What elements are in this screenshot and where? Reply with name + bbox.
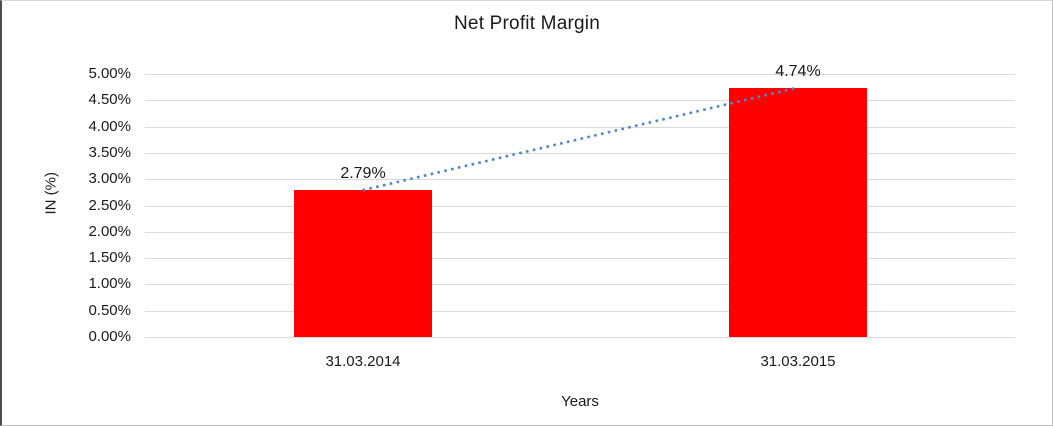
chart-title: Net Profit Margin xyxy=(454,13,600,34)
y-tick-label: 0.50% xyxy=(88,302,131,319)
bar-31.03.2015[interactable] xyxy=(729,88,867,337)
y-tick-label: 2.50% xyxy=(88,197,131,214)
trendline[interactable] xyxy=(362,86,798,192)
x-tick-label: 31.03.2015 xyxy=(760,353,836,370)
y-tick-label: 5.00% xyxy=(88,65,131,82)
data-label: 4.74% xyxy=(775,63,821,80)
gridline xyxy=(145,127,1015,128)
trendline-layer xyxy=(362,86,798,192)
gridline xyxy=(145,232,1015,233)
gridline xyxy=(145,337,1015,338)
gridline xyxy=(145,258,1015,259)
y-axis-title: IN (%) xyxy=(42,172,60,215)
y-tick-label: 0.00% xyxy=(88,328,131,345)
y-tick-label: 3.50% xyxy=(88,144,131,161)
data-label: 2.79% xyxy=(340,165,386,182)
gridline xyxy=(145,153,1015,154)
x-tick-label: 31.03.2014 xyxy=(325,353,401,370)
y-tick-label: 1.00% xyxy=(88,275,131,292)
y-tick-label: 1.50% xyxy=(88,249,131,266)
x-axis-title: Years xyxy=(561,393,599,410)
gridline xyxy=(145,311,1015,312)
y-tick-label: 2.00% xyxy=(88,223,131,240)
gridline xyxy=(145,100,1015,101)
bar-31.03.2014[interactable] xyxy=(294,190,432,337)
y-tick-label: 3.00% xyxy=(88,170,131,187)
gridline xyxy=(145,179,1015,180)
plot-area xyxy=(145,74,1015,338)
y-tick-label: 4.50% xyxy=(88,91,131,108)
gridline xyxy=(145,74,1015,75)
gridline xyxy=(145,284,1015,285)
gridline xyxy=(145,206,1015,207)
y-tick-label: 4.00% xyxy=(88,118,131,135)
